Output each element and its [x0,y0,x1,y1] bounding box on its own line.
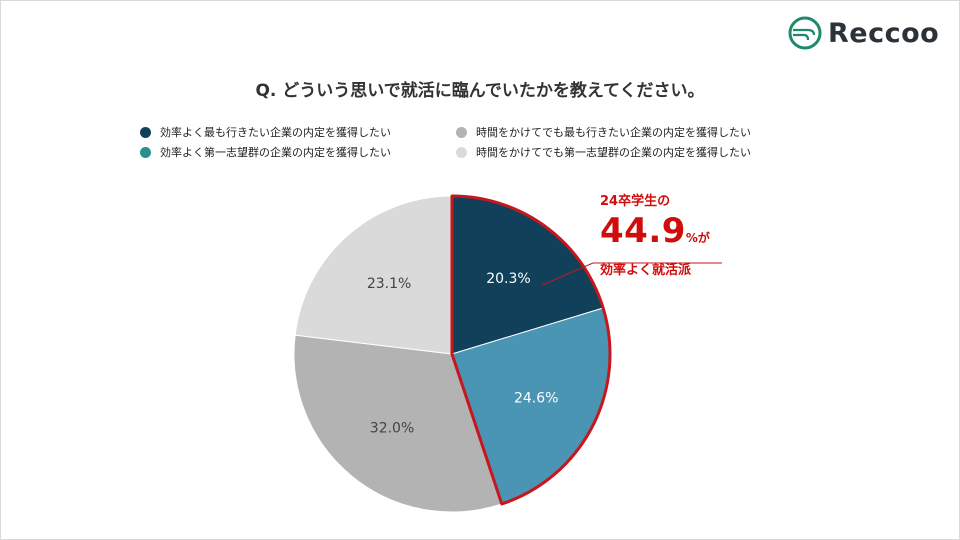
slice-label: 32.0% [370,420,414,436]
legend-label: 効率よく第一志望群の企業の内定を獲得したい [160,146,391,159]
legend-item: 効率よく第一志望群の企業の内定を獲得したい [140,144,391,160]
pie-slice [294,195,453,355]
legend-marker [140,146,151,158]
highlight-outline [450,194,612,506]
callout-suffix: %が [685,231,710,245]
reccoo-logo-icon [788,16,822,50]
legend-label: 時間をかけてでも第一志望群の企業の内定を獲得したい [476,146,751,159]
legend-marker [456,146,467,158]
brand-name: Reccoo [828,17,940,49]
callout-highlight: 44.9%が [600,211,760,251]
legend-label: 効率よく最も行きたい企業の内定を獲得したい [160,126,391,139]
legend-item: 時間をかけてでも第一志望群の企業の内定を獲得したい [456,144,751,160]
callout-line1: 24卒学生の [600,194,671,209]
callout-big-number: 44.9 [600,211,686,251]
legend-marker [140,126,151,138]
slice-label: 23.1% [367,276,411,292]
callout-line3: 効率よく就活派 [600,263,692,278]
slice-label: 24.6% [514,391,558,407]
legend-item: 効率よく最も行きたい企業の内定を獲得したい [140,124,391,140]
legend-item: 時間をかけてでも最も行きたい企業の内定を獲得したい [456,124,751,140]
legend-label: 時間をかけてでも最も行きたい企業の内定を獲得したい [476,126,751,139]
callout-leader-line [542,262,594,286]
slice-label: 20.3% [486,271,530,287]
pie-slice [293,334,503,513]
brand-logo: Reccoo [788,14,948,52]
legend-marker [456,126,467,138]
callout: 24卒学生の 44.9%が 効率よく就活派 [600,190,760,278]
chart-title: Q. どういう思いで就活に臨んでいたかを教えてください。 [255,81,705,101]
